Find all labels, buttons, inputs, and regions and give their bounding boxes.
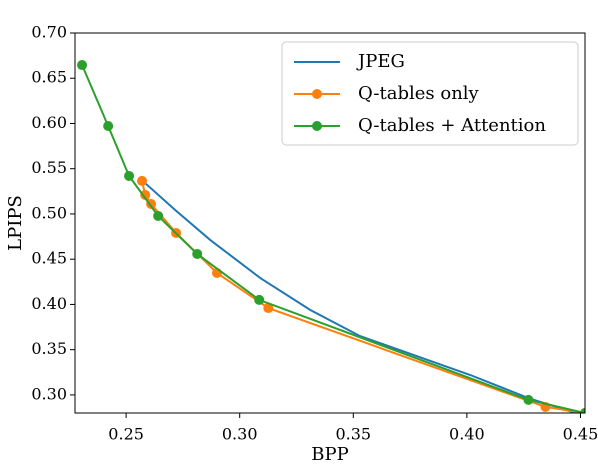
marker [254, 294, 265, 305]
marker [140, 189, 151, 200]
series-line [81, 64, 585, 413]
plot-frame [74, 32, 586, 414]
legend-label: Q-tables + Attention [358, 115, 546, 136]
x-tick-label: 0.40 [449, 425, 485, 444]
y-tick-label: 0.30 [31, 384, 67, 403]
legend-marker [312, 89, 322, 99]
y-tick-label: 0.65 [31, 68, 67, 87]
y-tick-label: 0.35 [31, 339, 67, 358]
series-line [141, 180, 585, 413]
y-tick-label: 0.70 [31, 23, 67, 42]
marker [153, 210, 164, 221]
y-tick-label: 0.45 [31, 249, 67, 268]
marker [103, 121, 114, 132]
y-tick-label: 0.40 [31, 294, 67, 313]
marker [523, 394, 534, 405]
x-tick-label: 0.35 [335, 425, 371, 444]
legend-marker [312, 121, 322, 131]
legend-label: Q-tables only [358, 83, 480, 104]
x-tick-label: 0.25 [108, 425, 144, 444]
marker [137, 175, 148, 186]
x-tick-label: 0.45 [563, 425, 598, 444]
marker [77, 60, 88, 71]
marker [192, 248, 203, 259]
marker [263, 303, 274, 314]
legend-box [281, 41, 579, 146]
marker [124, 170, 135, 181]
y-tick-label: 0.55 [31, 158, 67, 177]
series-line [144, 182, 577, 413]
y-tick-label: 0.50 [31, 203, 67, 222]
x-tick-label: 0.30 [222, 425, 258, 444]
marker [580, 408, 585, 413]
y-axis-label: LPIPS [5, 195, 26, 251]
x-axis-label: BPP [311, 444, 348, 465]
y-tick-label: 0.60 [31, 113, 67, 132]
legend-label: JPEG [356, 51, 405, 72]
